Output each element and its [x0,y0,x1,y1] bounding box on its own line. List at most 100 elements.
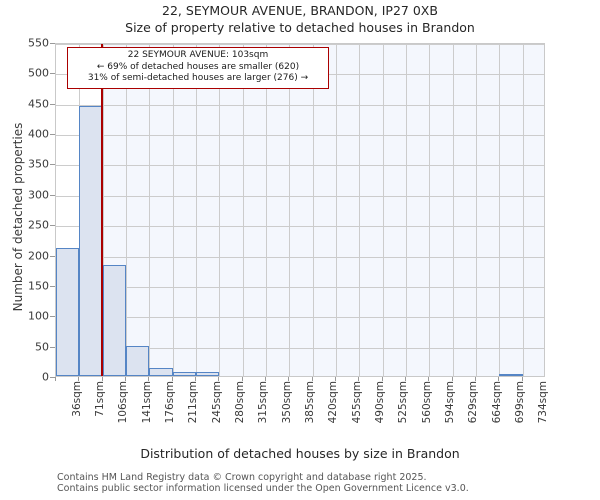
gridline-vertical [476,44,477,376]
y-axis-tick-mark [50,164,55,166]
property-annotation-box: 22 SEYMOUR AVENUE: 103sqm ← 69% of detac… [67,47,329,89]
x-axis-tick-mark [335,377,336,381]
histogram-bar [499,374,523,376]
gridline-vertical [522,44,524,376]
x-axis-tick-mark [498,377,500,381]
gridline-vertical [102,44,104,376]
y-axis-tick-mark [50,134,55,136]
x-axis-tick-label: 211sqm [187,381,200,424]
y-axis-tick-mark [50,285,55,287]
y-axis-tick-mark [50,43,55,44]
x-axis-tick-mark [78,377,80,381]
x-axis-tick-mark [405,377,406,381]
histogram-bar [56,248,80,376]
x-axis-tick-label: 629sqm [467,381,480,424]
y-axis-tick-label: 100 [28,309,49,323]
x-axis-tick-label: 280sqm [234,381,246,424]
y-axis-tick-label: 50 [35,340,49,354]
x-axis-tick-mark [148,377,150,381]
gridline-vertical [499,44,501,376]
gridline-horizontal [56,286,544,288]
x-axis-tick-mark [171,377,173,381]
histogram-bar [126,346,150,376]
y-axis-tick-label: 150 [28,279,49,293]
gridline-vertical [429,44,431,376]
x-axis-tick-label: 245sqm [210,381,223,424]
y-axis-tick-mark [50,73,55,75]
annotation-line-1: 22 SEYMOUR AVENUE: 103sqm [127,50,269,60]
y-axis-tick-mark [50,225,55,227]
gridline-vertical [289,44,291,376]
gridline-horizontal [56,135,544,137]
gridline-horizontal [56,165,544,167]
footer-line-2: Contains public sector information licen… [57,483,469,494]
gridline-vertical [382,44,384,376]
y-axis-tick-label: 200 [28,249,49,263]
annotation-line-3: 31% of semi-detached houses are larger (… [87,73,309,83]
histogram-bar [172,371,196,376]
x-axis-tick-label: 36sqm [70,381,83,417]
gridline-vertical [242,44,244,376]
histogram-bars [56,44,544,376]
gridline-vertical [452,44,454,376]
y-axis-tick-label: 350 [28,157,49,171]
x-axis-tick-label: 664sqm [490,381,503,424]
histogram-bar [149,368,173,376]
x-axis-tick-mark [475,377,476,381]
x-axis-tick-label: 490sqm [374,381,386,424]
histogram-bar [196,371,220,376]
page-title: 22, SEYMOUR AVENUE, BRANDON, IP27 0XB [162,3,438,18]
x-axis-tick-label: 176sqm [164,381,176,424]
y-axis-tick-label: 450 [28,97,49,111]
histogram-bar [102,265,126,376]
gridline-vertical [219,44,221,376]
gridline-vertical [126,44,127,376]
x-axis-tick-label: 699sqm [514,381,526,424]
y-axis-label: Number of detached properties [11,122,25,312]
footer-line-1: Contains HM Land Registry data © Crown c… [57,472,427,483]
x-axis-tick-mark [101,377,103,381]
x-axis-tick-mark [288,377,290,381]
gridline-horizontal [56,195,544,197]
y-axis-tick-mark [50,316,55,318]
x-axis-tick-mark [195,377,196,381]
gridline-vertical [196,44,197,376]
y-axis-tick-label: 550 [28,36,49,50]
x-axis-tick-label: 71sqm [94,381,106,417]
x-axis-tick-label: 385sqm [304,381,316,424]
x-axis-tick-mark [125,377,126,381]
gridline-vertical [172,44,174,376]
x-axis-tick-mark [218,377,220,381]
x-axis-tick-label: 106sqm [117,381,130,424]
y-axis-tick-label: 400 [28,127,49,141]
x-axis-tick-label: 350sqm [280,381,293,424]
y-axis-tick-label: 500 [28,66,49,80]
x-axis-tick-mark [265,377,266,381]
x-axis-tick-mark [358,377,360,381]
annotation-line-2: ← 69% of detached houses are smaller (62… [96,61,300,72]
gridline-horizontal [56,317,544,319]
y-axis-tick-mark [50,103,55,105]
y-axis-tick-label: 250 [28,218,49,232]
x-axis-tick-mark [55,377,56,381]
gridline-horizontal [56,44,544,45]
y-axis-tick-label: 0 [42,370,49,384]
gridline-horizontal [56,347,544,349]
gridline-vertical [359,44,361,376]
x-axis-tick-mark [311,377,313,381]
x-axis-tick-label: 455sqm [350,381,363,424]
gridline-vertical [149,44,151,376]
x-axis-tick-label: 594sqm [444,381,456,424]
x-axis-tick-label: 141sqm [140,381,153,424]
x-axis-tick-mark [241,377,243,381]
x-axis-tick-mark [451,377,453,381]
y-axis-tick-label: 300 [28,188,49,202]
x-axis-tick-label: 734sqm [537,381,550,424]
larger-region-shading [100,44,544,376]
x-axis-tick-label: 560sqm [420,381,433,424]
x-axis-tick-mark [521,377,523,381]
gridline-horizontal [56,104,544,106]
histogram-bar [79,105,103,376]
gridline-vertical [406,44,407,376]
